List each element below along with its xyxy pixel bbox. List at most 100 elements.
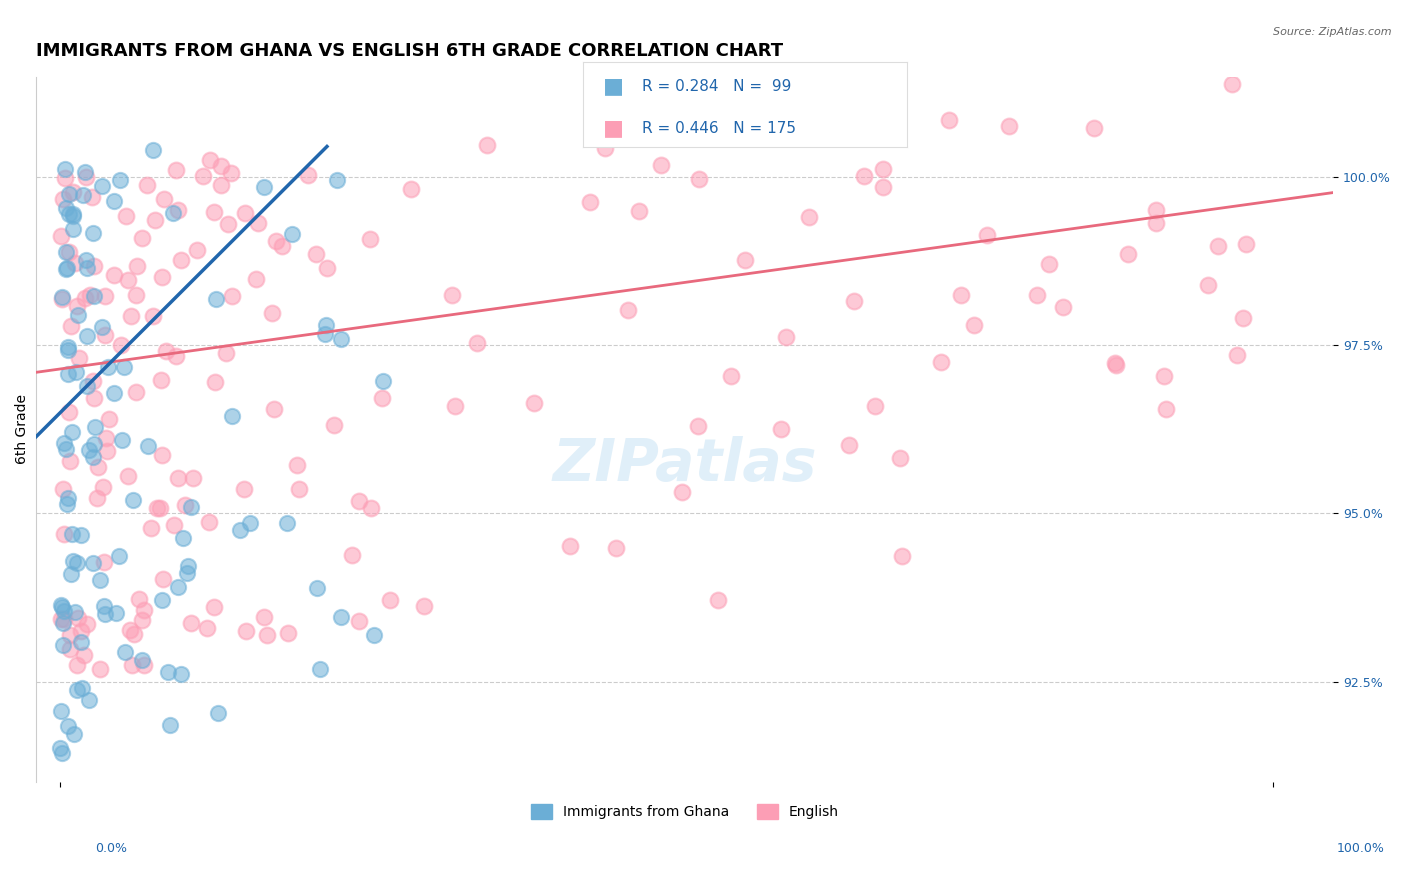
Point [233, 206, 256, 220]
Point [82, 226, 104, 240]
Point [191, 169, 214, 183]
Point [152, 572, 174, 586]
Point [207, 706, 229, 721]
Point [221, 289, 243, 303]
Point [1212, 59, 1234, 73]
Point [209, 159, 232, 173]
Point [82, 374, 104, 388]
Point [221, 409, 243, 423]
Point [149, 500, 172, 515]
Point [1104, 356, 1126, 370]
Point [235, 624, 257, 639]
Point [58, 244, 80, 259]
Point [810, 94, 832, 108]
Point [131, 653, 153, 667]
Point [1220, 77, 1243, 91]
Point [180, 500, 202, 515]
Point [91, 320, 114, 334]
Text: ■: ■ [603, 119, 624, 138]
Point [49, 740, 72, 755]
Text: 100.0%: 100.0% [1337, 842, 1385, 855]
Text: Source: ZipAtlas.com: Source: ZipAtlas.com [1274, 27, 1392, 37]
Point [93, 555, 115, 569]
Point [209, 178, 232, 193]
Point [76, 261, 98, 276]
Text: ZIPatlas: ZIPatlas [553, 436, 817, 493]
Point [297, 169, 319, 183]
Point [52, 604, 75, 618]
Point [305, 247, 328, 261]
Point [170, 252, 193, 267]
Point [1153, 369, 1175, 384]
Point [53, 170, 76, 185]
Point [166, 471, 188, 485]
Point [688, 418, 710, 433]
Point [114, 645, 136, 659]
Point [1232, 311, 1254, 326]
Point [593, 141, 616, 155]
Point [124, 384, 146, 399]
Point [628, 204, 651, 219]
Point [52, 483, 75, 497]
Point [72, 681, 94, 696]
Point [281, 227, 304, 242]
Point [180, 615, 202, 630]
Point [52, 638, 75, 652]
Point [198, 515, 221, 529]
Point [976, 227, 998, 242]
Point [115, 209, 138, 223]
Point [60, 425, 83, 439]
Point [363, 628, 385, 642]
Point [70, 528, 93, 542]
Point [52, 527, 75, 541]
Point [53, 162, 76, 177]
Point [73, 165, 96, 179]
Point [181, 471, 204, 485]
Point [110, 338, 132, 352]
Point [59, 319, 82, 334]
Point [263, 402, 285, 417]
Point [202, 205, 225, 219]
Point [605, 541, 627, 555]
Point [889, 450, 911, 465]
Point [863, 399, 886, 413]
Point [63, 256, 86, 270]
Point [245, 272, 267, 286]
Point [136, 439, 159, 453]
Point [52, 436, 75, 450]
Point [413, 599, 436, 613]
Point [89, 662, 111, 676]
Point [56, 367, 79, 381]
Point [169, 667, 191, 681]
Point [370, 391, 392, 405]
Point [97, 359, 120, 374]
Point [125, 288, 148, 302]
Point [359, 232, 381, 246]
Point [329, 333, 352, 347]
Point [59, 628, 82, 642]
Point [929, 355, 952, 369]
Point [75, 169, 97, 184]
Point [58, 491, 80, 506]
Point [167, 580, 190, 594]
Point [82, 557, 104, 571]
Point [1146, 202, 1168, 217]
Point [150, 593, 173, 607]
Point [329, 610, 352, 624]
Point [112, 360, 135, 375]
Point [371, 374, 394, 388]
Point [872, 161, 894, 176]
Point [63, 605, 86, 619]
Point [260, 306, 283, 320]
Point [775, 329, 797, 343]
Point [253, 610, 276, 624]
Point [93, 599, 115, 613]
Point [326, 173, 349, 187]
Point [217, 217, 239, 231]
Point [132, 603, 155, 617]
Point [72, 188, 94, 202]
Point [77, 443, 100, 458]
Point [963, 318, 986, 332]
Point [58, 405, 80, 419]
Point [51, 290, 73, 304]
